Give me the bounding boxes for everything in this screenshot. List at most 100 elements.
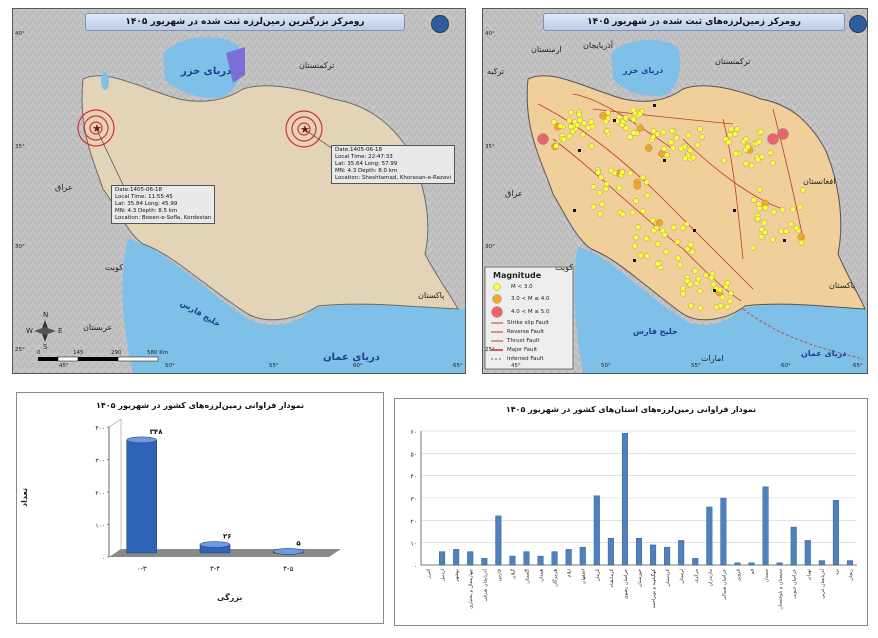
chart2-category-label: همدان [539, 569, 545, 582]
chart2-bar [734, 562, 741, 566]
chart2-bar [621, 433, 628, 566]
earthquake-point [630, 106, 636, 113]
compass-s: S [43, 343, 48, 351]
earthquake-point [696, 288, 703, 295]
earthquake-point [767, 150, 774, 156]
chart2-title: نمودار فراوانی زمین‌لرزه‌های استان‌های ک… [505, 405, 757, 414]
station-marker [578, 149, 581, 152]
chart1-category-label: ۳-۴ [210, 565, 220, 573]
earthquake-point [622, 114, 629, 121]
chart2-category-label: کهگیلویه و بویراحمد [650, 568, 657, 608]
chart2-category-label: خراسان رضوی [623, 569, 629, 599]
earthquake-point [588, 143, 595, 149]
earthquake-point [670, 224, 677, 231]
earthquake-points [537, 104, 806, 311]
earthquake-point [685, 132, 692, 139]
earthquake-point [659, 227, 666, 234]
earthquake-point [640, 208, 646, 214]
chart2-bar [748, 562, 755, 566]
earthquake-point [688, 303, 694, 309]
chart2-category-label: ایلام [567, 569, 573, 578]
map2-lon-tick: 45° [511, 363, 521, 369]
station-marker [653, 104, 656, 107]
map2-label-iraq: عراق [505, 189, 523, 198]
earthquake-point [602, 118, 609, 125]
earthquake-point [680, 290, 686, 297]
chart2-ytick: ۳۰ [411, 496, 417, 503]
map1-title: رومرکز بزرگترین زمین‌لرزه ثبت شده در شهر… [85, 13, 405, 31]
chart1-bar-top [126, 436, 157, 444]
earthquake-point [758, 128, 764, 135]
chart2-bar [706, 506, 713, 566]
earthquake-point [680, 225, 686, 231]
earthquake-point [576, 111, 582, 118]
chart1-xlabel: بزرگی [217, 593, 243, 602]
earthquake-point [719, 294, 726, 301]
earthquake-point [770, 209, 777, 215]
compass-w: W [26, 327, 33, 335]
chart2-bar [509, 555, 516, 566]
earthquake-point [627, 170, 634, 177]
earthquake-point [650, 134, 656, 141]
earthquake-point [703, 272, 709, 279]
earthquake-point [756, 186, 763, 193]
earthquake-point [751, 197, 757, 203]
map2-label-turkmenistan: ترکمنستان [715, 57, 751, 66]
chart1-bar-top [199, 541, 231, 548]
chart1-category-label: ۰-۳ [137, 565, 147, 573]
earthquake-point [689, 249, 696, 255]
earthquake-point [721, 157, 727, 164]
earthquake-point [697, 305, 704, 311]
caspian-sea-shape [163, 37, 242, 99]
scale-bar [38, 356, 159, 362]
scale-label: 290 [111, 350, 122, 356]
chart2-category-label: اصفهان [581, 569, 587, 584]
earthquake-point [645, 144, 653, 152]
earthquake-point [630, 116, 637, 123]
earthquake-point [577, 117, 583, 124]
legend-title: Magnitude [493, 271, 542, 280]
map2-label-turkey: ترکیه [487, 67, 505, 76]
earthquake-point [673, 135, 680, 141]
earthquake-point [668, 139, 674, 146]
map1-lon-tick: 55° [269, 363, 279, 369]
earthquake-point [631, 243, 638, 249]
chart2-bar [523, 551, 530, 566]
chart2-category-label: خراسان جنوبی [792, 569, 798, 599]
earthquake-point [732, 131, 739, 137]
earthquake-point [655, 260, 661, 267]
chart1-ytick: ۴۰۰ [95, 425, 105, 432]
earthquake-point [637, 252, 644, 259]
chart2-ytick: ۱۰ [411, 541, 417, 548]
earthquake-point [599, 201, 606, 208]
chart1-bar [126, 439, 157, 554]
earthquake-point [690, 154, 697, 161]
earthquake-point [687, 241, 694, 248]
earthquake-point [790, 206, 796, 213]
map1-basemap: ★ ★ [13, 9, 465, 373]
event1-infobox: Date:1405-06-18 Local Time: 11:55:45 Lat: … [111, 185, 216, 224]
earthquake-point [655, 241, 661, 247]
legend-fault-strike: Strike slip Fault [507, 320, 549, 326]
earthquake-point [761, 220, 768, 226]
earthquake-point [770, 236, 776, 243]
chart2-category-label: البرز [426, 569, 432, 579]
earthquake-point [637, 111, 643, 117]
org-logo [431, 15, 449, 33]
earthquake-point [697, 126, 703, 132]
chart2-bar [650, 544, 657, 566]
chart1-ytick: ۱۰۰ [95, 523, 105, 530]
earthquake-point [644, 253, 650, 259]
earthquake-point [623, 125, 629, 132]
map2-label-armenia: ارمنستان [531, 45, 562, 54]
earthquake-point [692, 268, 698, 274]
earthquake-point [598, 174, 604, 181]
earthquake-point [684, 221, 690, 228]
chart2-category-label: هرمزگان [552, 569, 559, 587]
map2-lat-tick: 40° [485, 31, 495, 37]
chart-magnitude-frequency: نمودار فراوانی زمین‌لرزه‌های کشور در شهر… [16, 392, 384, 624]
chart2-category-label: زنجان [848, 568, 854, 580]
chart2-bar [579, 546, 586, 566]
iran-shape [81, 75, 459, 321]
chart2-bar [481, 558, 488, 566]
